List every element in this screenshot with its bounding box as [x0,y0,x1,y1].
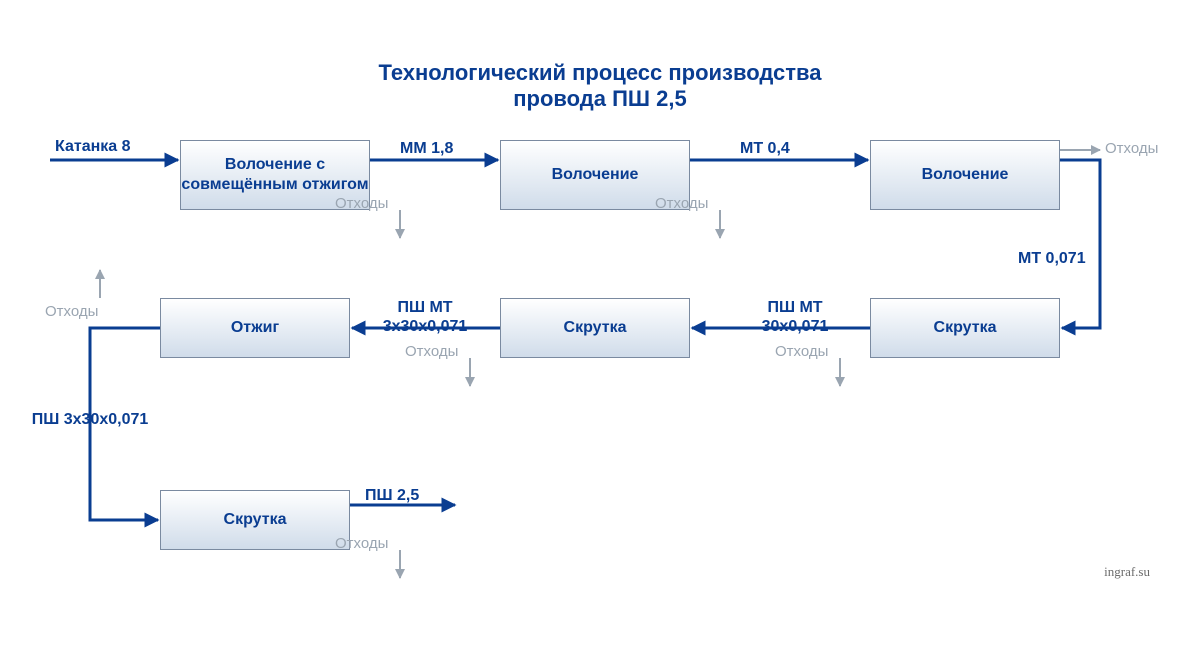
flow-label-input: Катанка 8 [55,138,131,156]
node-n3: Волочение [870,140,1060,210]
waste-n3: Отходы [1105,140,1158,157]
waste-n7: Отходы [335,535,388,552]
title-line2: провода ПШ 2,5 [513,86,686,111]
flow-label-45: ПШ МТ 30х0,071 [735,298,855,336]
flow-label-56: ПШ МТ 3х30х0,071 [360,298,490,336]
title-line1: Технологический процесс производства [378,60,821,85]
waste-n4: Отходы [775,343,828,360]
flow-label-out: ПШ 2,5 [365,487,419,505]
waste-n6: Отходы [45,303,98,320]
node-n7: Скрутка [160,490,350,550]
node-n4: Скрутка [870,298,1060,358]
node-n5: Скрутка [500,298,690,358]
watermark: ingraf.su [1104,564,1150,580]
waste-n1: Отходы [335,195,388,212]
diagram-title: Технологический процесс производства про… [0,60,1200,112]
waste-n2: Отходы [655,195,708,212]
node-n6: Отжиг [160,298,350,358]
flow-label-34: МТ 0,071 [1018,250,1086,268]
flow-label-23: МТ 0,4 [740,140,790,158]
flow-label-67: ПШ 3х30х0,071 [30,410,150,429]
waste-n5: Отходы [405,343,458,360]
flow-label-12: ММ 1,8 [400,140,453,158]
